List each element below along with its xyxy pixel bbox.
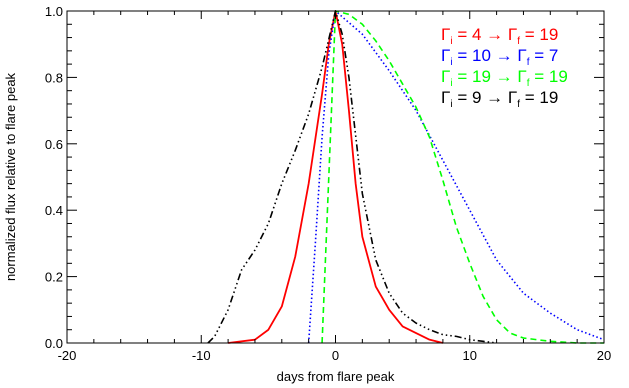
series-line-1 xyxy=(227,10,444,344)
series-line-4 xyxy=(207,10,497,344)
y-tick-label: 1.0 xyxy=(45,4,63,19)
y-tick-label: 0.8 xyxy=(45,70,63,85)
x-axis-label: days from flare peak xyxy=(277,369,395,384)
axis-ticks xyxy=(66,10,605,344)
x-tick-label: 0 xyxy=(332,348,339,363)
axis-tick-labels: -20 -10 0 10 20 0.0 0.2 0.4 0.6 0.8 1.0 xyxy=(45,4,611,363)
series-line-3 xyxy=(321,10,604,344)
y-tick-label: 0.2 xyxy=(45,270,63,285)
legend-entry-3: Γi = 19 → Γf = 19 xyxy=(441,67,568,89)
plot-lines xyxy=(207,10,605,344)
x-tick-label: 20 xyxy=(597,348,611,363)
y-tick-label: 0.6 xyxy=(45,137,63,152)
x-tick-label: 10 xyxy=(463,348,477,363)
legend-entry-4: Γi = 9 → Γf = 19 xyxy=(441,88,558,110)
y-tick-label: 0.0 xyxy=(45,336,63,351)
legend-entry-2: Γi = 10 → Γf = 7 xyxy=(441,46,558,68)
y-axis-label: normalized flux relative to flare peak xyxy=(3,72,18,281)
x-tick-label: -10 xyxy=(192,348,211,363)
x-tick-label: -20 xyxy=(58,348,77,363)
series-line-2 xyxy=(307,10,605,344)
legend-entry-1: Γi = 4 → Γf = 19 xyxy=(441,25,558,47)
y-tick-label: 0.4 xyxy=(45,203,63,218)
